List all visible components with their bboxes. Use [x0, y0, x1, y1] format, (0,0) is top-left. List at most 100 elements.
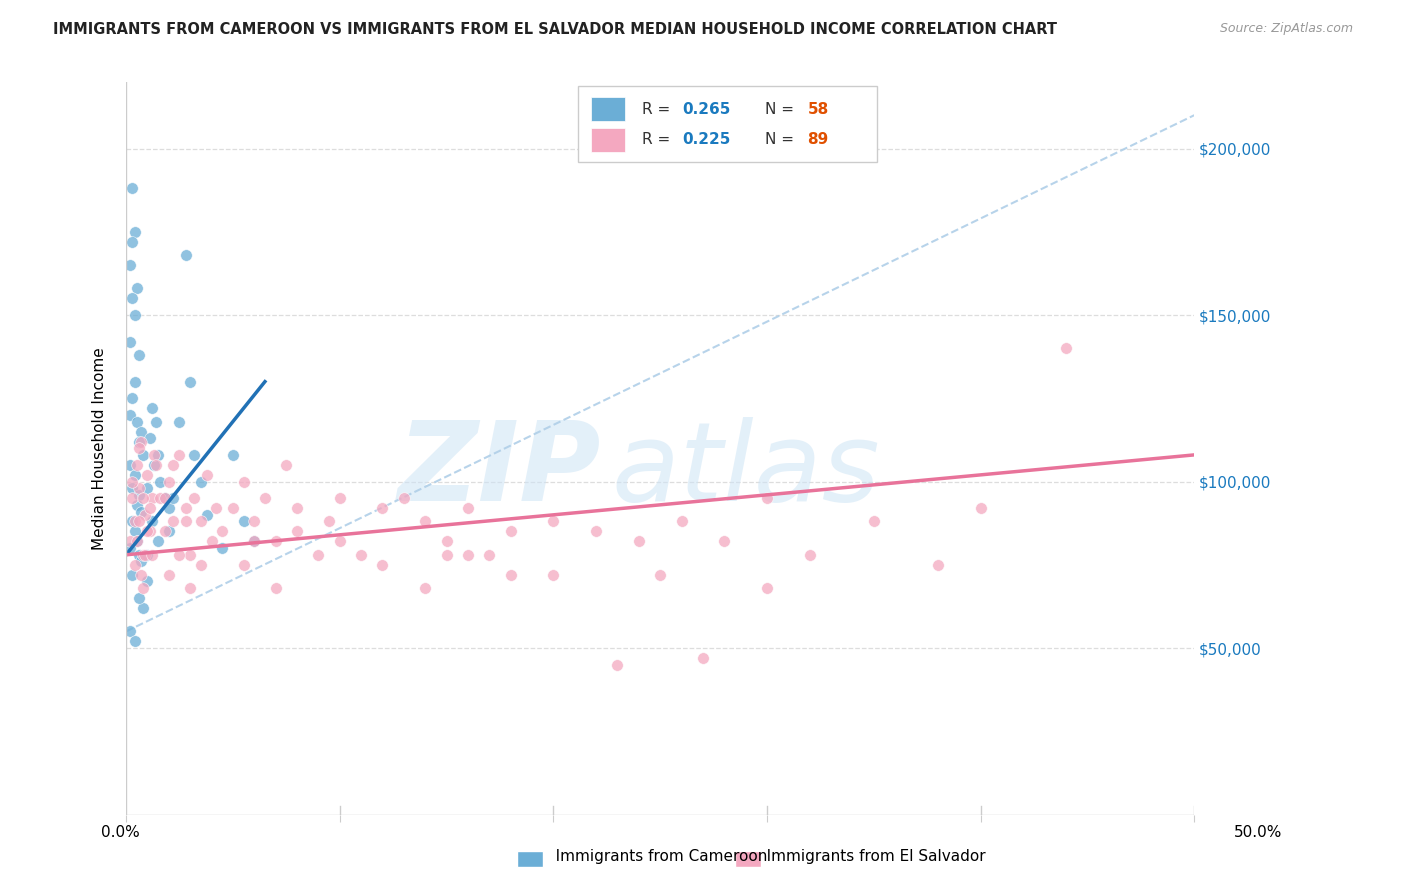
Point [125, 534, 148, 549]
Point [128, 481, 150, 495]
Point [211, 541, 233, 556]
Text: R =: R = [643, 102, 675, 117]
Point [543, 515, 565, 529]
Point [413, 581, 436, 595]
Point [179, 581, 201, 595]
Point [585, 524, 607, 539]
Point [121, 235, 143, 249]
Point [457, 501, 479, 516]
Point [713, 534, 735, 549]
Point [174, 501, 197, 516]
Point [129, 504, 152, 518]
Point [222, 501, 245, 516]
Point [307, 548, 329, 562]
Point [650, 567, 672, 582]
Point [499, 567, 522, 582]
Point [232, 475, 254, 489]
Point [371, 558, 394, 572]
Point [132, 448, 155, 462]
Point [200, 534, 222, 549]
FancyBboxPatch shape [591, 97, 624, 120]
Text: N =: N = [765, 102, 799, 117]
Point [162, 458, 184, 472]
Point [138, 524, 160, 539]
Point [125, 281, 148, 295]
Point [149, 475, 172, 489]
Text: 0.0%: 0.0% [101, 825, 141, 839]
Point [134, 508, 156, 522]
Point [120, 624, 142, 639]
Point [799, 548, 821, 562]
Point [142, 458, 165, 472]
Point [146, 448, 169, 462]
Point [124, 634, 146, 648]
Point [120, 458, 142, 472]
Point [478, 548, 501, 562]
Point [132, 491, 155, 506]
Point [125, 415, 148, 429]
Point [413, 515, 436, 529]
Point [121, 291, 143, 305]
Point [124, 467, 146, 482]
Point [129, 434, 152, 449]
Point [120, 541, 142, 556]
Point [264, 534, 287, 549]
Point [129, 567, 152, 582]
Point [436, 548, 458, 562]
Point [145, 415, 167, 429]
Point [543, 567, 565, 582]
Point [671, 515, 693, 529]
Point [436, 534, 458, 549]
FancyBboxPatch shape [591, 128, 624, 152]
Point [120, 334, 142, 349]
Point [124, 375, 146, 389]
Point [276, 458, 298, 472]
Point [371, 501, 394, 516]
Point [129, 554, 152, 568]
Point [124, 225, 146, 239]
Point [195, 467, 218, 482]
Text: N =: N = [765, 132, 799, 147]
Point [190, 558, 212, 572]
Point [153, 491, 176, 506]
Point [124, 524, 146, 539]
Point [692, 651, 714, 665]
Point [174, 515, 197, 529]
Point [862, 515, 884, 529]
Point [141, 401, 163, 416]
Text: 0.225: 0.225 [682, 132, 731, 147]
Point [141, 491, 163, 506]
Text: IMMIGRANTS FROM CAMEROON VS IMMIGRANTS FROM EL SALVADOR MEDIAN HOUSEHOLD INCOME : IMMIGRANTS FROM CAMEROON VS IMMIGRANTS F… [53, 22, 1057, 37]
Text: 50.0%: 50.0% [1234, 825, 1282, 839]
Point [132, 581, 155, 595]
Point [136, 548, 159, 562]
Point [120, 408, 142, 422]
Point [128, 591, 150, 606]
Text: atlas: atlas [612, 417, 880, 524]
Point [132, 548, 155, 562]
Point [927, 558, 949, 572]
Point [179, 375, 201, 389]
Point [969, 501, 991, 516]
Point [128, 488, 150, 502]
Point [128, 515, 150, 529]
Point [499, 524, 522, 539]
Text: ZIP: ZIP [398, 417, 602, 524]
Point [125, 458, 148, 472]
Point [350, 548, 373, 562]
Point [190, 475, 212, 489]
Point [157, 475, 180, 489]
Point [157, 501, 180, 516]
Point [138, 501, 160, 516]
Point [120, 258, 142, 272]
Point [232, 558, 254, 572]
Point [124, 515, 146, 529]
Point [457, 548, 479, 562]
Point [243, 534, 266, 549]
Point [124, 308, 146, 322]
Text: 0.265: 0.265 [682, 102, 731, 117]
Point [136, 524, 159, 539]
Point [232, 515, 254, 529]
Point [204, 501, 226, 516]
Text: 89: 89 [807, 132, 828, 147]
